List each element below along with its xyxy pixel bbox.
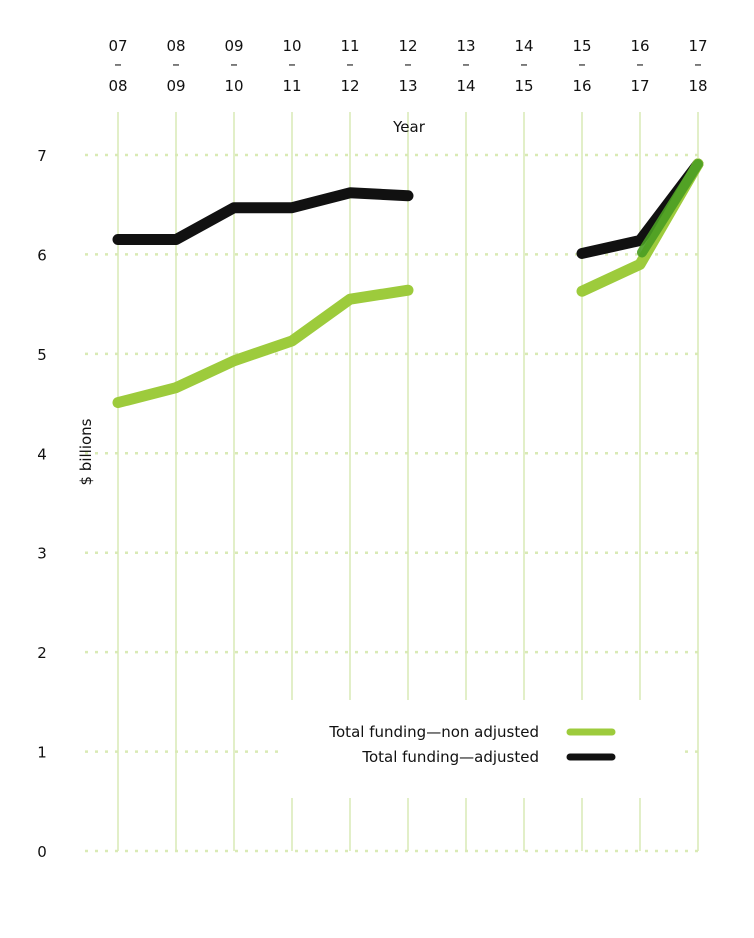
- y-tick-label: 6: [37, 246, 47, 264]
- legend-label-adjusted: Total funding—adjusted: [361, 748, 539, 766]
- series-overlap-segment: [637, 158, 703, 258]
- x-tick-label-bottom: 16: [572, 77, 591, 95]
- x-tick-label-bottom: 09: [166, 77, 185, 95]
- x-tick-label-top: 12: [398, 37, 417, 55]
- legend-label-non-adjusted: Total funding—non adjusted: [328, 723, 539, 741]
- x-tick-label-top: 13: [456, 37, 475, 55]
- y-tick-label: 7: [37, 147, 47, 165]
- x-tick-label-top: 15: [572, 37, 591, 55]
- y-tick-label: 3: [37, 545, 47, 563]
- x-tick-label-bottom: 14: [456, 77, 475, 95]
- x-tick-separator: –: [230, 55, 238, 73]
- x-tick-separator: –: [694, 55, 702, 73]
- x-tick-separator: –: [288, 55, 296, 73]
- x-tick-label-bottom: 13: [398, 77, 417, 95]
- x-tick-label-bottom: 17: [630, 77, 649, 95]
- x-tick-label-bottom: 12: [340, 77, 359, 95]
- y-tick-label: 4: [37, 445, 47, 463]
- x-axis-label: Year: [392, 118, 426, 136]
- x-tick-separator: –: [404, 55, 412, 73]
- y-tick-label: 5: [37, 346, 47, 364]
- legend-background: [282, 700, 682, 798]
- y-tick-label: 2: [37, 644, 47, 662]
- x-tick-label-top: 11: [340, 37, 359, 55]
- x-tick-label-bottom: 11: [282, 77, 301, 95]
- x-tick-label-top: 09: [224, 37, 243, 55]
- x-tick-separator: –: [172, 55, 180, 73]
- x-tick-label-top: 10: [282, 37, 301, 55]
- x-tick-separator: –: [462, 55, 470, 73]
- series-line-non-adjusted: [112, 284, 414, 409]
- x-tick-separator: –: [520, 55, 528, 73]
- x-tick-separator: –: [636, 55, 644, 73]
- x-tick-label-bottom: 10: [224, 77, 243, 95]
- x-tick-separator: –: [346, 55, 354, 73]
- x-tick-label-bottom: 18: [688, 77, 707, 95]
- x-tick-label-top: 07: [108, 37, 127, 55]
- x-tick-label-bottom: 15: [514, 77, 533, 95]
- y-axis-label: $ billions: [77, 418, 95, 485]
- y-tick-label: 0: [37, 843, 47, 861]
- series-line-adjusted: [112, 187, 414, 246]
- x-tick-label-top: 08: [166, 37, 185, 55]
- y-tick-label: 1: [37, 744, 47, 762]
- x-tick-separator: –: [114, 55, 122, 73]
- x-tick-label-bottom: 08: [108, 77, 127, 95]
- x-tick-label-top: 14: [514, 37, 533, 55]
- x-tick-label-top: 17: [688, 37, 707, 55]
- x-tick-label-top: 16: [630, 37, 649, 55]
- x-tick-separator: –: [578, 55, 586, 73]
